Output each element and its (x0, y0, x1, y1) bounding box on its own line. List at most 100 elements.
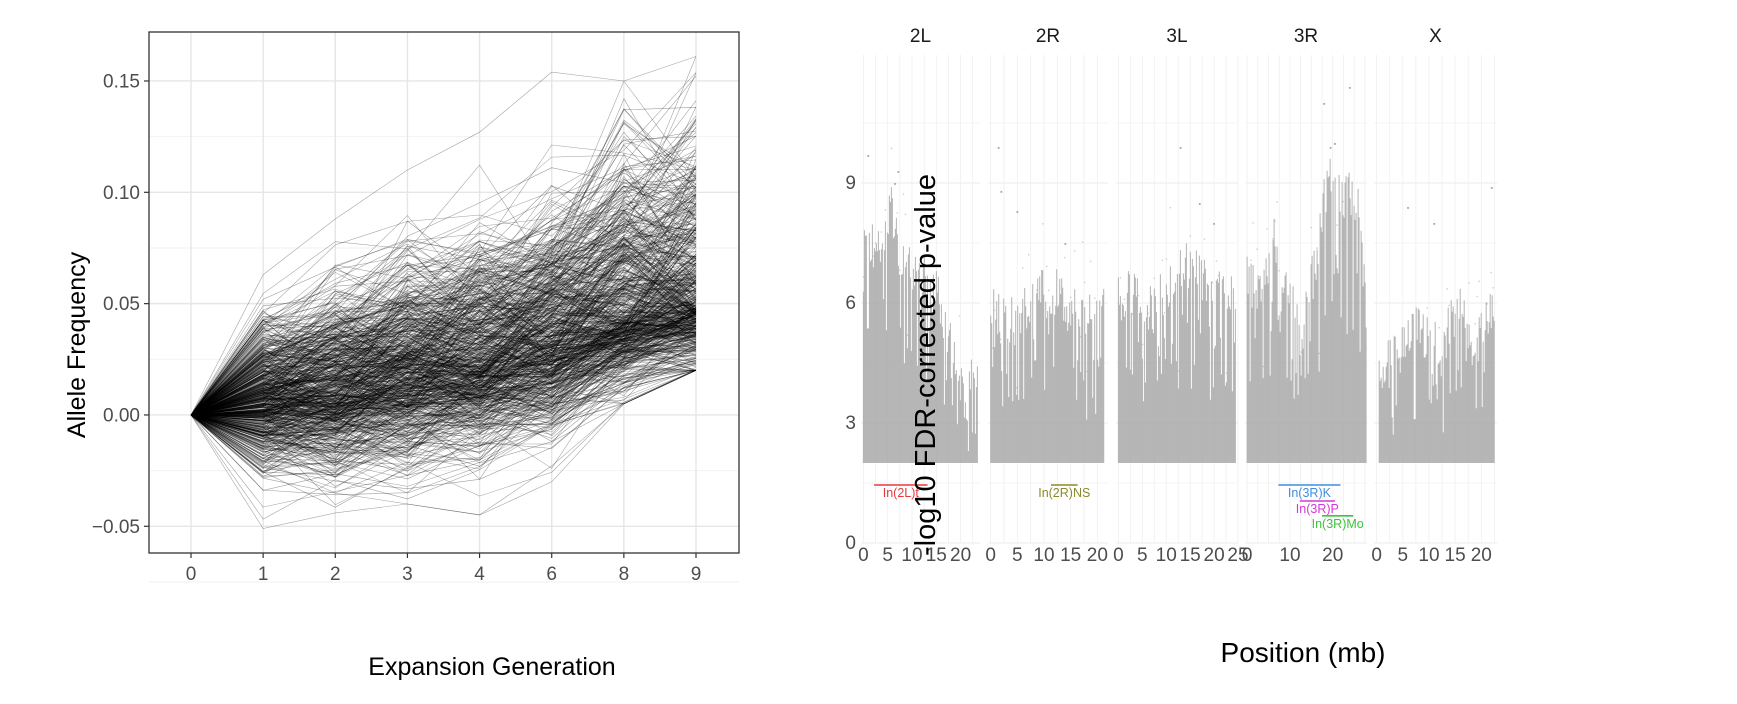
trajectory-line (190, 121, 697, 416)
trajectory-line (190, 259, 697, 417)
snp-point (1073, 250, 1076, 252)
trajectory-line (190, 253, 697, 424)
trajectory-line (190, 273, 697, 416)
trajectory-line (190, 348, 697, 476)
trajectory-line (190, 225, 697, 416)
trajectory-line (190, 196, 697, 416)
x-tick-label: 20 (1322, 545, 1343, 566)
snp-point (1089, 260, 1092, 263)
trajectory-line (190, 358, 697, 443)
trajectory-line (190, 338, 697, 429)
trajectory-line (190, 277, 697, 416)
snp-point (1015, 386, 1018, 389)
trajectory-line (190, 313, 697, 429)
trajectory-line (190, 259, 697, 416)
trajectory-line (190, 370, 697, 473)
trajectory-line (190, 204, 697, 416)
trajectory-line (190, 258, 697, 416)
trajectory-line (190, 368, 697, 473)
trajectory-line (190, 182, 697, 416)
trajectory-line (190, 268, 697, 416)
trajectory-line (190, 291, 697, 416)
trajectory-line (190, 258, 697, 454)
trajectory-line (190, 310, 697, 434)
trajectory-line (190, 321, 697, 433)
y-tick-label: −0.05 (92, 517, 140, 538)
snp-point (1490, 271, 1492, 274)
trajectory-line (190, 311, 697, 416)
trajectory-line (190, 284, 697, 456)
trajectory-line (190, 316, 697, 457)
trajectory-line (190, 135, 697, 416)
snp-point (1426, 307, 1428, 309)
trajectory-line (190, 299, 697, 416)
trajectory-line (190, 294, 697, 418)
trajectory-line (190, 308, 697, 416)
trajectory-line (190, 135, 697, 416)
trajectory-line (190, 210, 697, 416)
trajectory-line (190, 260, 697, 416)
trajectory-line (190, 304, 697, 416)
trajectory-line (190, 321, 697, 422)
trajectory-line (190, 331, 697, 449)
trajectory-line (190, 243, 697, 416)
snp-point (997, 147, 1000, 149)
trajectory-line (190, 256, 697, 416)
trajectory-line (190, 279, 697, 461)
trajectory-line (190, 315, 697, 416)
trajectory-line (190, 308, 697, 436)
trajectory-line (190, 311, 697, 416)
facet-strip-label: X (1429, 26, 1442, 47)
trajectory-line (190, 370, 697, 508)
snp-point (974, 433, 977, 436)
trajectory-line (190, 322, 697, 451)
trajectory-line (190, 343, 697, 432)
trajectory-line (190, 368, 697, 458)
trajectory-line (190, 179, 697, 416)
trajectory-line (190, 292, 697, 416)
snp-point (958, 315, 961, 317)
trajectory-line (190, 237, 697, 416)
trajectory-line (190, 209, 697, 416)
trajectory-line (190, 306, 697, 430)
trajectory-line (190, 204, 697, 416)
trajectory-line (190, 344, 697, 489)
trajectory-line (190, 172, 697, 416)
x-tick-label: 15 (926, 545, 947, 566)
trajectory-line (190, 328, 697, 436)
trajectory-line (190, 328, 697, 442)
snp-point (1266, 228, 1268, 230)
snp-point (1329, 147, 1332, 149)
trajectory-line (190, 328, 697, 436)
trajectory-line (190, 320, 697, 453)
trajectory-line (190, 154, 697, 416)
snp-point (991, 347, 994, 349)
trajectory-line (190, 211, 697, 416)
trajectory-line (190, 307, 697, 446)
trajectory-line (190, 318, 697, 423)
trajectory-line (190, 276, 697, 416)
trajectory-line (190, 190, 697, 440)
trajectory-line (190, 346, 697, 449)
trajectory-line (190, 144, 697, 416)
snp-point (1123, 298, 1126, 301)
trajectory-line (190, 309, 697, 448)
trajectory-line (190, 317, 697, 420)
trajectory-line (190, 310, 697, 416)
facet-x: X 0 5 10 15 20 (1371, 26, 1497, 566)
trajectory-line (190, 255, 697, 416)
trajectory-line (190, 370, 697, 456)
trajectory-line (190, 370, 697, 494)
trajectory-line (190, 370, 697, 520)
y-tick-label: 9 (845, 173, 856, 194)
trajectory-line (190, 274, 697, 416)
trajectory-line (190, 275, 697, 421)
x-tick-label: 1 (258, 564, 269, 585)
trajectory-line (190, 299, 697, 416)
trajectory-line (190, 197, 697, 416)
trajectory-line (190, 119, 697, 416)
trajectory-line (190, 300, 697, 453)
trajectory-line (190, 319, 697, 416)
trajectory-line (190, 298, 697, 436)
trajectory-line (190, 217, 697, 416)
